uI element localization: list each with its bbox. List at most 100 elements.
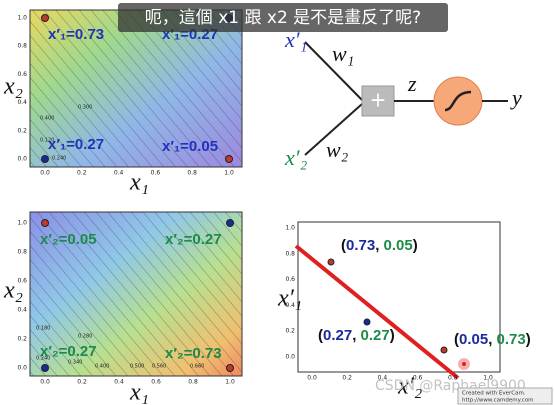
contour-label: 0.400 [95,364,109,370]
x-tick-label: 1.0 [225,379,235,386]
label: x′₂=0.05 [40,231,97,248]
label: x′₂=0.27 [165,231,222,248]
point [226,364,234,372]
y-tick-label: 0.2 [17,336,27,343]
cursor [462,362,466,366]
x-tick-label: 0.4 [378,375,388,382]
y-tick-label: 1.0 [285,225,295,232]
x-axis-label: x′₂ [397,374,422,400]
point [41,364,49,372]
x-tick-label: 1.0 [224,170,234,177]
y-tick-label: 0.4 [17,99,27,106]
y-tick-label: 0.8 [285,250,295,257]
sum-node [361,85,395,117]
x-axis-label: x₁ [129,170,149,196]
point-label-part: ( [341,237,346,254]
contour-label: 0.120 [40,138,54,144]
point-label-part: 0.27 [323,327,352,344]
contour-label: 0.240 [52,156,66,162]
x-tick-label: 0.2 [342,375,352,382]
top-plot: x′₁=0.73 x′₁=0.27 x′₁=0.27 x′₁=0.05 0.40… [3,9,243,196]
point [225,155,233,163]
x-axis-label: x₁ [129,380,149,405]
bottom-plot: x′₂=0.05 x′₂=0.27 x′₂=0.27 x′₂=0.73 0.18… [3,211,243,405]
input-label: x′₁ [284,27,307,52]
x-tick-label: 0.8 [448,375,458,382]
label: x′₁=0.73 [48,26,104,43]
output-label: y [510,85,522,110]
x-tick-label: 0.2 [77,170,87,177]
y-tick-label: 1.0 [17,220,27,227]
diagram: + x′₁ x′₂ w₁ w₂ z y [284,27,522,170]
point [226,219,234,227]
x-tick-label: 0.6 [413,375,423,382]
point-label-part: 0.27 [361,327,390,344]
point [41,155,49,163]
point [41,14,49,22]
y-tick-label: 0.6 [285,276,295,283]
point-label-part: , [352,327,360,344]
point [363,318,371,326]
point [327,258,335,266]
y-tick-label: 0.4 [285,302,295,309]
x-tick-label: 0.6 [151,170,161,177]
contour-label: 0.400 [40,116,54,122]
y-tick-label: 0.2 [285,328,295,335]
contour-label: 0.280 [78,334,92,340]
label: x′₂=0.73 [165,345,222,362]
y-tick-label: 0.6 [17,71,27,78]
y-tick-label: 0.4 [17,307,27,314]
point-label: (0.73, 0.05) [341,237,418,254]
label: x′₁=0.05 [162,138,218,155]
contours [30,212,242,376]
contour-label: 0.660 [190,364,204,370]
point-label: (0.05, 0.73) [454,331,531,348]
edge [304,103,363,156]
z-label: z [407,71,417,96]
y-tick-label: 0.0 [17,365,27,372]
point-label-part: , [488,331,496,348]
point-label: (0.27, 0.27) [318,327,395,344]
y-axis-label: x₂ [3,74,23,100]
contour-label: 0.560 [152,364,166,370]
x-tick-label: 0.8 [188,379,198,386]
x-tick-label: 0.0 [40,379,50,386]
edge [304,41,363,101]
y-tick-label: 0.8 [17,43,27,50]
sigmoid-icon [444,90,472,112]
contour-label: 0.340 [68,360,82,366]
activation-node [433,76,483,126]
contour-label: 0.240 [36,356,50,362]
contour-label: 0.300 [78,105,92,111]
y-tick-label: 0.0 [285,354,295,361]
boundary-line [294,244,460,380]
evercam-text: Created with EverCam. [462,391,526,397]
x-tick-label: 0.6 [151,379,161,386]
contour-label: 0.180 [36,326,50,332]
point-label-part: ) [526,331,531,348]
weight-label: w₂ [326,137,349,162]
scatter: x′₁ x′₂ [277,221,501,400]
x-tick-label: 1.0 [483,375,493,382]
point-label-part: 0.73 [346,237,375,254]
subtitle-box [118,3,448,32]
y-tick-label: 0.2 [17,127,27,134]
x-tick-label: 0.8 [187,170,197,177]
x-tick-label: 0.2 [77,379,87,386]
point-label-part: ( [318,327,323,344]
plot-area [297,221,501,373]
weight-label: w₁ [332,41,354,66]
evercam-badge [457,387,553,405]
subtitle: 呃，這個 x1 跟 x2 是不是畫反了呢? [145,8,421,28]
input-label: x′₂ [284,145,308,170]
point-label-part: , [375,237,383,254]
point [440,346,448,354]
point-label-part: ) [390,327,395,344]
x-tick-label: 0.4 [114,170,124,177]
y-tick-label: 1.0 [17,15,27,22]
point-label-part: 0.05 [384,237,413,254]
contours [30,10,242,167]
point-label-part: ) [413,237,418,254]
point-label-part: 0.05 [459,331,488,348]
point-label-part: 0.73 [497,331,526,348]
